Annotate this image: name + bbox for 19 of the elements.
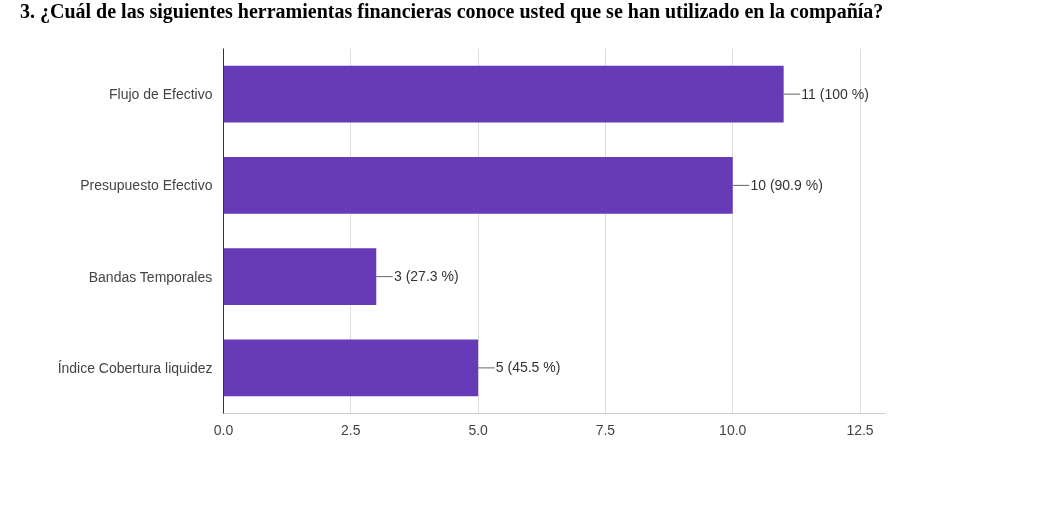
bar bbox=[223, 339, 479, 397]
data-label: 3 (27.3 %) bbox=[393, 268, 459, 285]
x-tick-label: 7.5 bbox=[595, 421, 616, 438]
y-tick-label: Bandas Temporales bbox=[88, 268, 213, 285]
bar bbox=[223, 248, 377, 305]
data-label: 10 (90.9 %) bbox=[750, 176, 823, 193]
y-tick-label: Presupuesto Efectivo bbox=[80, 177, 213, 194]
x-tick-label: 12.5 bbox=[846, 421, 874, 438]
x-tick-label: 5.0 bbox=[468, 421, 489, 438]
data-label: 5 (45.5 %) bbox=[495, 359, 561, 376]
x-tick-label: 10.0 bbox=[719, 421, 747, 438]
y-tick-label: Índice Cobertura liquidez bbox=[57, 359, 213, 376]
y-tick-label: Flujo de Efectivo bbox=[109, 86, 213, 103]
bar bbox=[223, 65, 784, 123]
x-tick-label: 0.0 bbox=[213, 421, 234, 438]
bar bbox=[223, 157, 733, 214]
data-label: 11 (100 %) bbox=[801, 85, 869, 102]
x-tick-label: 2.5 bbox=[341, 421, 361, 438]
chart-title: 3. ¿Cuál de las siguientes herramientas financieras conoce usted que se han utilizado en la compañía? bbox=[20, 0, 884, 23]
